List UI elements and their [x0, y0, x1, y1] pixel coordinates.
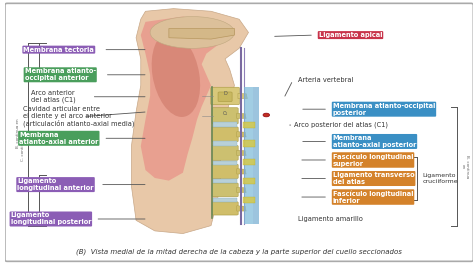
Polygon shape [237, 150, 246, 156]
Text: Membrana atlanto-
occipital anterior: Membrana atlanto- occipital anterior [25, 68, 96, 81]
FancyBboxPatch shape [5, 3, 474, 261]
Ellipse shape [150, 16, 235, 48]
Text: Arco posterior del atlas (C1): Arco posterior del atlas (C1) [294, 122, 388, 128]
Text: C. continua en: C. continua en [21, 131, 25, 161]
FancyBboxPatch shape [218, 92, 232, 102]
FancyBboxPatch shape [212, 164, 238, 178]
FancyBboxPatch shape [212, 127, 238, 142]
Bar [243, 159, 255, 165]
Polygon shape [237, 132, 246, 137]
Text: (B)  Vista medial de la mitad derecha de la cabeza y la parte superior del cuell: (B) Vista medial de la mitad derecha de … [76, 249, 402, 255]
Text: D: D [224, 91, 228, 96]
Polygon shape [237, 169, 246, 174]
FancyBboxPatch shape [212, 108, 238, 124]
FancyBboxPatch shape [211, 87, 239, 105]
Text: Ligamento
cruciiforme: Ligamento cruciiforme [423, 173, 458, 184]
Text: Ligamento
longitudinal anterior: Ligamento longitudinal anterior [17, 178, 94, 191]
Bar [213, 198, 237, 202]
FancyBboxPatch shape [212, 202, 238, 215]
Text: Ligamento transverso
del atlas: Ligamento transverso del atlas [333, 172, 414, 185]
Bar [243, 122, 255, 128]
Text: Membrana tectoria: Membrana tectoria [23, 47, 94, 53]
Text: Ligamento
longitudinal posterior: Ligamento longitudinal posterior [10, 213, 91, 226]
Bar [243, 140, 255, 147]
Polygon shape [237, 113, 246, 118]
Text: C₂: C₂ [223, 111, 228, 117]
Text: Ligamento amarillo: Ligamento amarillo [298, 216, 363, 222]
Polygon shape [141, 16, 225, 181]
Polygon shape [131, 9, 248, 234]
Polygon shape [238, 93, 247, 99]
Polygon shape [237, 187, 246, 193]
Bar [243, 197, 255, 203]
Text: Ligamento apical: Ligamento apical [319, 32, 382, 38]
Ellipse shape [152, 33, 200, 117]
Text: Arco anterior
del atlas (C1): Arco anterior del atlas (C1) [31, 90, 75, 103]
Bar [213, 160, 237, 165]
Text: Membrana
atlanto-axial posterior: Membrana atlanto-axial posterior [333, 135, 416, 148]
Polygon shape [237, 206, 246, 211]
Text: Membrana
atlanto-axial anterior: Membrana atlanto-axial anterior [19, 132, 99, 145]
Bar [213, 142, 237, 146]
Text: Fascículo longitudinal
inferior: Fascículo longitudinal inferior [333, 190, 413, 204]
Bar [213, 122, 237, 127]
Bar [253, 87, 259, 224]
Text: B. continua en: B. continua en [16, 118, 20, 148]
Polygon shape [169, 28, 235, 39]
FancyBboxPatch shape [212, 183, 238, 197]
Bar [213, 179, 237, 183]
Text: Membrana atlanto-occipital
posterior: Membrana atlanto-occipital posterior [333, 103, 435, 116]
FancyBboxPatch shape [212, 146, 238, 160]
Circle shape [263, 113, 270, 117]
Bar [243, 178, 255, 184]
Bar [244, 87, 253, 224]
Text: Cavidad articular entre
el diente y el arco anterior
(articulación atlanto-axial: Cavidad articular entre el diente y el a… [23, 106, 134, 127]
Text: Fascículo longitudinal
superior: Fascículo longitudinal superior [333, 153, 413, 167]
Text: B. continua
en: B. continua en [461, 155, 469, 178]
Text: Arteria vertebral: Arteria vertebral [298, 77, 353, 83]
